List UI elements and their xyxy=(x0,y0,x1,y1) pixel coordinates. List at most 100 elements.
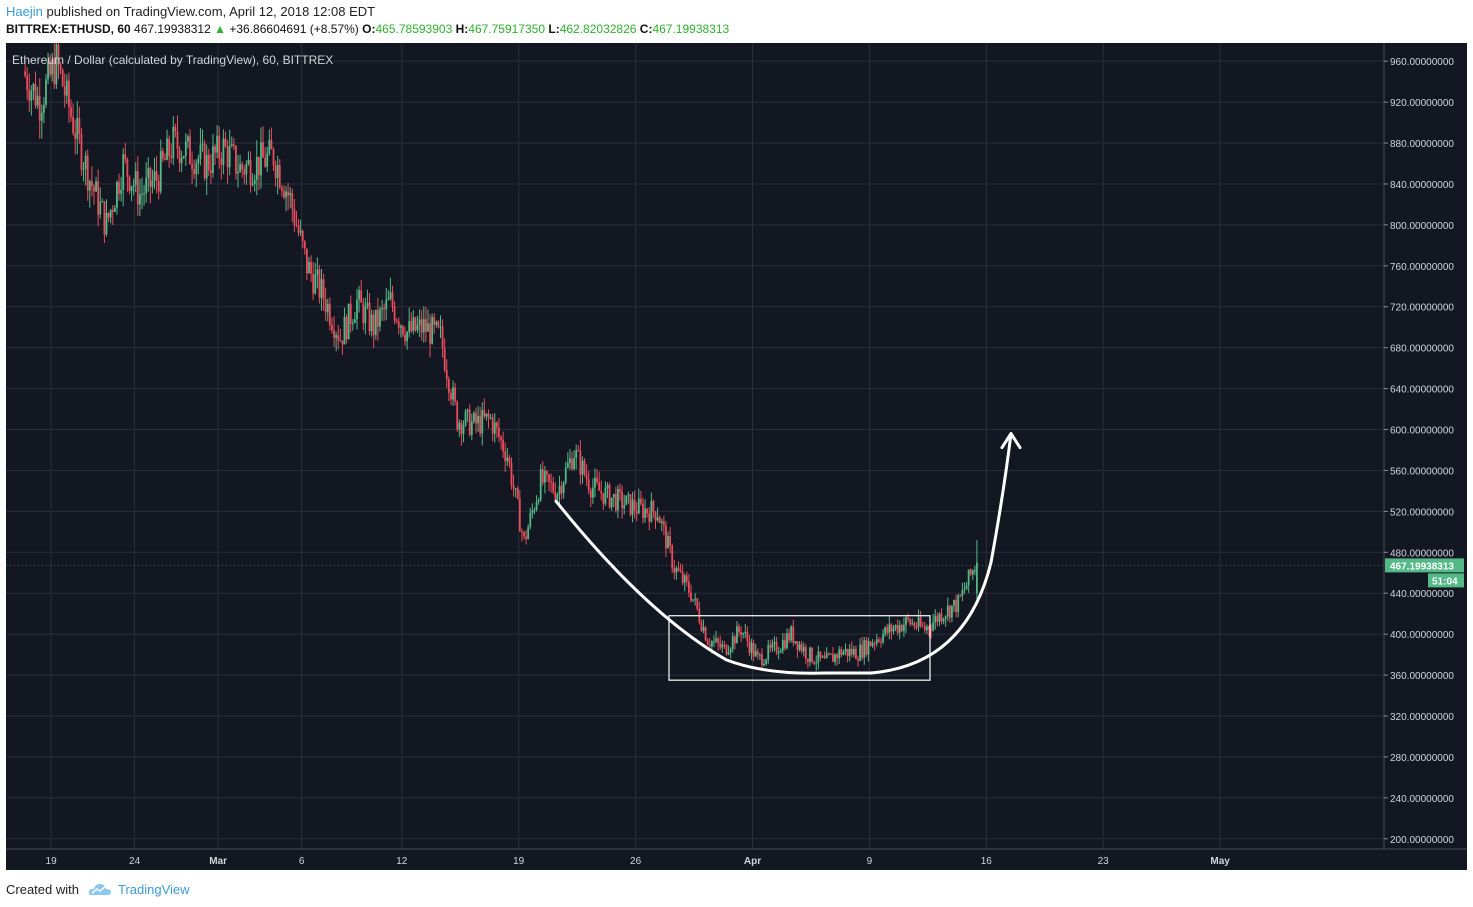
candle-body xyxy=(420,319,423,333)
candle-body xyxy=(942,618,945,622)
candle-body xyxy=(781,639,784,651)
price-chart[interactable]: 960.00000000 920.00000000 880.00000000 840.… xyxy=(6,43,1467,870)
candle-body xyxy=(222,138,225,165)
candle-body xyxy=(859,644,861,661)
candle-body xyxy=(579,450,582,475)
candle-body xyxy=(731,636,734,649)
tradingview-link[interactable]: TradingView xyxy=(118,882,190,897)
candle-body xyxy=(118,181,120,194)
candle-body xyxy=(798,644,801,650)
candle-body xyxy=(587,479,590,491)
candle-body xyxy=(84,155,87,169)
candle-body xyxy=(604,488,607,504)
author-link[interactable]: Haejin xyxy=(6,4,43,19)
candle-body xyxy=(230,144,233,146)
candle-body xyxy=(157,180,160,192)
last-price: 467.19938312 xyxy=(134,22,211,36)
y-tick-label: 240.00000000 xyxy=(1390,794,1454,805)
candle-body xyxy=(214,146,216,153)
footer: Created with TradingView xyxy=(0,870,1473,907)
candle-body xyxy=(303,241,306,249)
candle-body xyxy=(326,303,329,313)
candle-body xyxy=(356,299,358,320)
candle-body xyxy=(331,325,333,331)
candle-body xyxy=(235,145,237,174)
candle-body xyxy=(581,460,584,475)
candle-body xyxy=(575,450,578,459)
candle-body xyxy=(758,654,761,656)
y-tick-label: 800.00000000 xyxy=(1390,221,1454,232)
chart-area[interactable]: 960.00000000 920.00000000 880.00000000 840.… xyxy=(6,43,1467,870)
candle-body xyxy=(460,422,463,435)
candle-body xyxy=(627,494,630,496)
candle-body xyxy=(257,156,260,176)
candle-body xyxy=(136,171,139,205)
candle-body xyxy=(894,625,897,629)
y-tick-label: 880.00000000 xyxy=(1390,139,1454,150)
candle-body xyxy=(727,652,730,655)
candle-body xyxy=(777,652,780,654)
candle-body xyxy=(247,159,250,165)
candle-body xyxy=(671,545,674,569)
candle-body xyxy=(199,144,202,159)
x-tick-label: 19 xyxy=(513,856,525,867)
candle-body xyxy=(341,340,344,345)
candle-body xyxy=(418,319,421,325)
candle-body xyxy=(32,83,35,91)
countdown-label: 51:04 xyxy=(1432,576,1458,587)
candle-body xyxy=(900,625,903,632)
y-tick-label: 720.00000000 xyxy=(1390,303,1454,314)
candle-body xyxy=(260,142,262,176)
candle-body xyxy=(187,136,189,142)
time-axis[interactable]: 19 24 Mar 6 12 19 26 Apr 9 16 23 May xyxy=(6,848,1467,867)
x-tick-label: 24 xyxy=(129,856,141,867)
candle-body xyxy=(376,309,379,327)
ohlc-line: BITTREX:ETHUSD, 60 467.19938312 ▲ +36.86… xyxy=(6,22,729,36)
candle-body xyxy=(594,477,596,488)
price-axis[interactable]: 960.00000000 920.00000000 880.00000000 840.… xyxy=(6,43,1467,870)
last-price-tag-label: 467.19938313 xyxy=(1390,561,1454,572)
chart-header: Haejin published on TradingView.com, Apr… xyxy=(0,0,1473,42)
candle-body xyxy=(598,482,601,491)
candle-body xyxy=(963,589,966,591)
candle-body xyxy=(385,299,388,310)
candle-body xyxy=(591,487,594,498)
candle-body xyxy=(662,521,665,526)
candle-body xyxy=(410,321,413,331)
candle-body xyxy=(769,644,772,648)
candle-body xyxy=(228,145,231,168)
candle-body xyxy=(47,61,49,80)
x-tick-label: 26 xyxy=(630,856,642,867)
candle-body xyxy=(539,469,542,500)
candle-body xyxy=(648,513,651,522)
candle-body xyxy=(976,562,978,594)
candle-body xyxy=(349,303,352,324)
candle-body xyxy=(884,627,887,635)
candle-body xyxy=(940,613,943,622)
candle-body xyxy=(143,193,145,195)
candle-body xyxy=(577,450,580,452)
candle-body xyxy=(473,412,475,422)
candle-body xyxy=(74,133,77,139)
candle-body xyxy=(823,656,826,659)
candle-body xyxy=(944,616,947,619)
candle-body xyxy=(364,306,367,324)
candle-body xyxy=(775,641,778,653)
candle-body xyxy=(155,171,158,181)
candle-body xyxy=(245,164,248,175)
candle-body xyxy=(404,334,406,342)
candle-body xyxy=(189,136,191,165)
candle-body xyxy=(262,142,264,158)
candle-body xyxy=(372,314,375,336)
candle-body xyxy=(786,633,788,649)
candle-body xyxy=(272,149,275,166)
candle-body xyxy=(450,392,452,400)
candle-body xyxy=(761,654,763,666)
candle-body xyxy=(491,417,494,434)
candle-body xyxy=(644,508,646,518)
candle-body xyxy=(61,70,64,87)
candle-body xyxy=(322,279,325,300)
candle-body xyxy=(437,321,440,327)
cup-curve xyxy=(554,432,1013,675)
candle-body xyxy=(521,531,523,533)
